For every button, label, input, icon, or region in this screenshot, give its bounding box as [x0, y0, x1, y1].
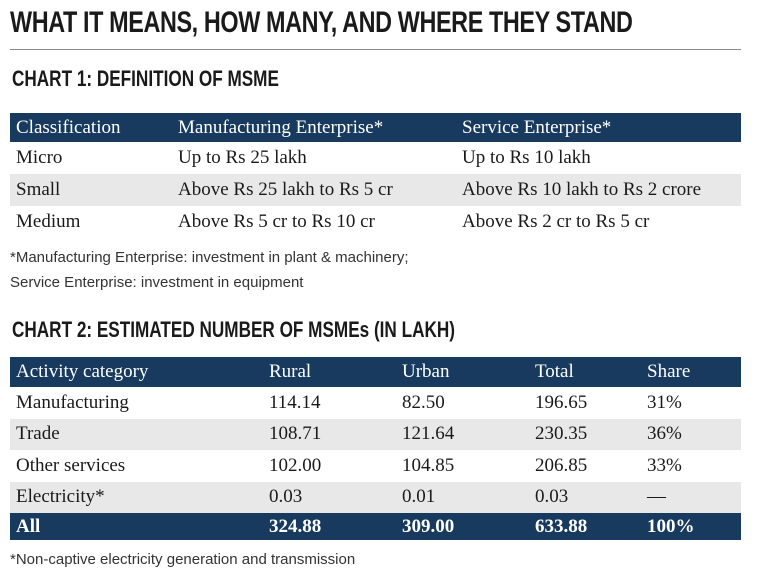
- table-cell: 633.88: [535, 515, 588, 537]
- table-cell: Manufacturing: [16, 391, 129, 413]
- table-cell: Above Rs 2 cr to Rs 5 cr: [462, 211, 650, 232]
- table-cell: 36%: [647, 423, 682, 445]
- table-total-row: All 324.88 309.00 633.88 100%: [10, 513, 741, 540]
- column-header: Service Enterprise*: [462, 116, 612, 138]
- table-cell: Above Rs 25 lakh to Rs 5 cr: [178, 179, 393, 200]
- table-cell: 121.64: [402, 423, 455, 445]
- table-cell: All: [16, 515, 41, 537]
- table-row: Electricity* 0.03 0.01 0.03 —: [10, 481, 741, 513]
- table-cell: Above Rs 10 lakh to Rs 2 crore: [462, 179, 702, 200]
- table-cell: 33%: [647, 454, 682, 476]
- table-cell: 0.01: [402, 486, 436, 508]
- table-cell: 108.71: [269, 423, 322, 445]
- chart1-title: CHART 1: DEFINITION OF MSME: [12, 66, 279, 91]
- table-cell: 206.85: [535, 454, 588, 476]
- table-cell: Above Rs 5 cr to Rs 10 cr: [178, 211, 375, 232]
- table-row: Small Above Rs 25 lakh to Rs 5 cr Above …: [10, 174, 741, 206]
- table-cell: Micro: [16, 147, 63, 168]
- table-cell: Up to Rs 10 lakh: [462, 147, 591, 168]
- column-header: Share: [647, 361, 691, 382]
- table-row: Manufacturing 114.14 82.50 196.65 31%: [10, 387, 741, 419]
- table-cell: 82.50: [402, 391, 445, 413]
- page-title: WHAT IT MEANS, HOW MANY, AND WHERE THEY …: [10, 6, 633, 39]
- table-row: Trade 108.71 121.64 230.35 36%: [10, 418, 741, 450]
- table-cell: 230.35: [535, 423, 588, 445]
- chart2-footnote: *Non-captive electricity generation and …: [10, 551, 356, 568]
- msme-count-table: Activity category Rural Urban Total Shar…: [10, 357, 741, 540]
- column-header: Manufacturing Enterprise*: [178, 116, 384, 138]
- table-cell: Up to Rs 25 lakh: [178, 147, 307, 168]
- table-cell: 196.65: [535, 391, 588, 413]
- table-cell: Electricity*: [16, 486, 105, 508]
- table-cell: 309.00: [402, 515, 455, 537]
- table-cell: 102.00: [269, 454, 322, 476]
- table-cell: 0.03: [269, 486, 303, 508]
- table-row: Medium Above Rs 5 cr to Rs 10 cr Above R…: [10, 206, 741, 238]
- table-cell: Other services: [16, 454, 126, 476]
- chart1-footnote-line1: *Manufacturing Enterprise: investment in…: [10, 249, 409, 266]
- table-cell: 324.88: [269, 515, 322, 537]
- table-cell: 100%: [647, 515, 695, 537]
- table-cell: Medium: [16, 211, 81, 232]
- column-header: Rural: [269, 361, 312, 382]
- table-row: Micro Up to Rs 25 lakh Up to Rs 10 lakh: [10, 142, 741, 174]
- table-header-row: Activity category Rural Urban Total Shar…: [10, 357, 741, 387]
- table-cell: Trade: [16, 423, 60, 445]
- column-header: Activity category: [16, 361, 149, 382]
- msme-definition-table: Classification Manufacturing Enterprise*…: [10, 113, 741, 238]
- column-header: Classification: [16, 116, 121, 138]
- chart1-footnote-line2: Service Enterprise: investment in equipm…: [10, 274, 304, 291]
- title-divider: [10, 49, 741, 50]
- table-cell: 104.85: [402, 454, 455, 476]
- table-cell: 0.03: [535, 486, 569, 508]
- chart2-title: CHART 2: ESTIMATED NUMBER OF MSMEs (IN L…: [12, 317, 455, 342]
- column-header: Total: [535, 361, 574, 382]
- table-cell: —: [647, 486, 666, 508]
- table-cell: Small: [16, 179, 61, 200]
- table-cell: 114.14: [269, 391, 321, 413]
- table-cell: 31%: [647, 391, 682, 413]
- table-row: Other services 102.00 104.85 206.85 33%: [10, 450, 741, 482]
- column-header: Urban: [402, 361, 450, 382]
- table-header-row: Classification Manufacturing Enterprise*…: [10, 113, 741, 142]
